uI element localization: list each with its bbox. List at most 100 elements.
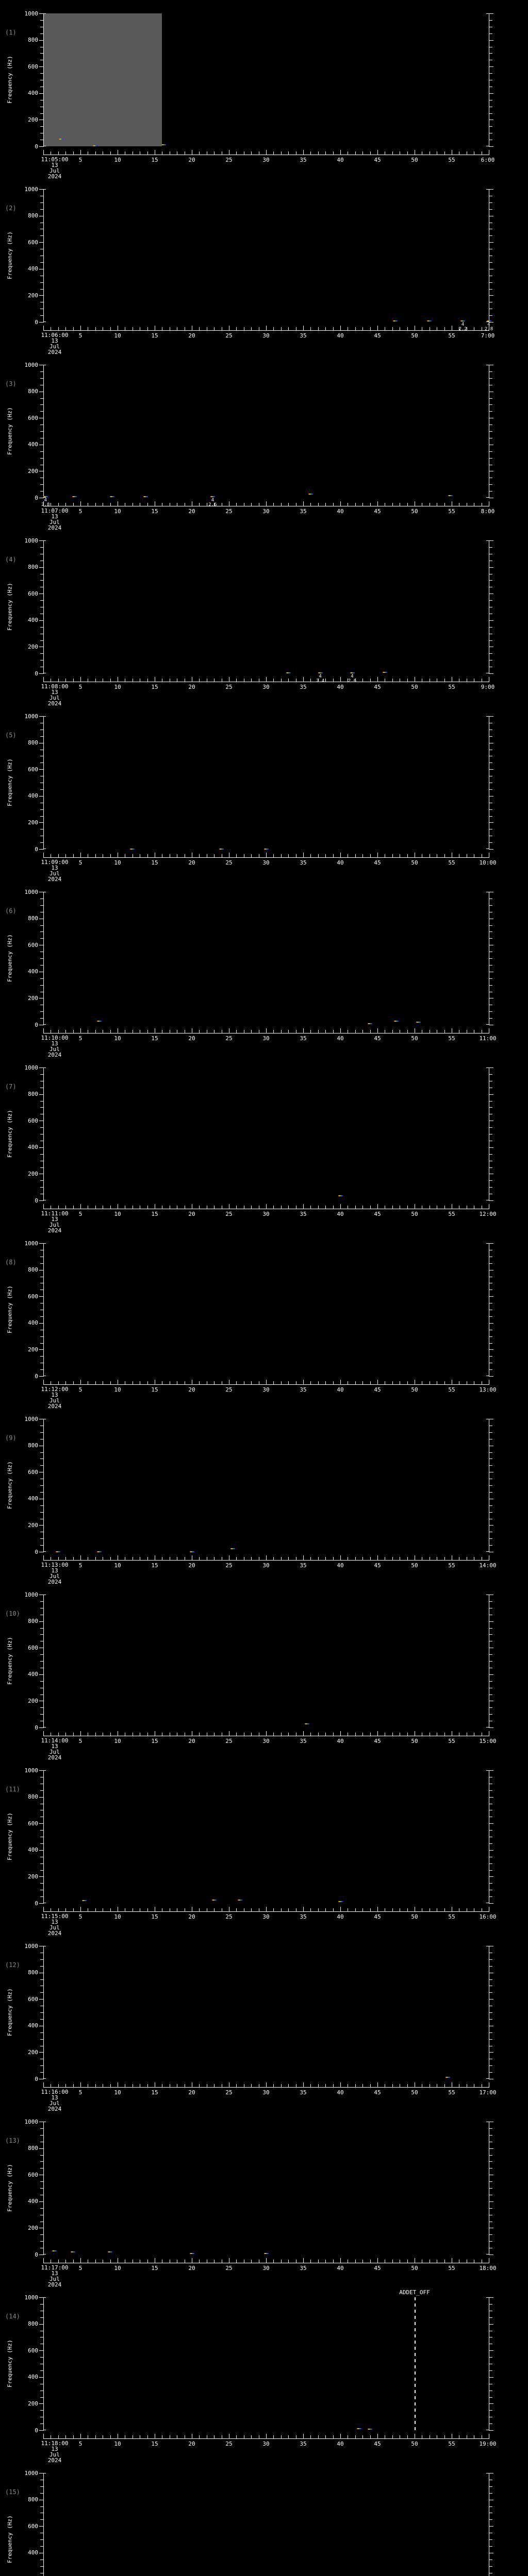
x-tick-label: 20 [188, 1386, 195, 1393]
y-tick-label: 200 [28, 2224, 38, 2231]
event-vline [415, 2297, 416, 2430]
x-axis [43, 1380, 489, 1385]
detection-marker [368, 2429, 373, 2430]
x-tick-label: 20 [188, 684, 195, 690]
x-tick-label: 20 [188, 1035, 195, 1042]
x-tick-label: 35 [300, 2089, 307, 2096]
x-tick-label: 10 [114, 2265, 121, 2272]
x-axis [43, 2434, 489, 2439]
detection-marker [93, 145, 98, 146]
y-tick-label: 200 [28, 467, 38, 474]
y-tick-label: 800 [28, 388, 38, 395]
y-axis-left [39, 2473, 46, 2576]
x-tick-label: 25 [225, 1386, 233, 1393]
x-axis-start-label: 11:07:00 13 Jul 2024 [41, 507, 69, 531]
x-tick-label: 5 [78, 2441, 82, 2447]
x-axis-start-label: 11:11:00 13 Jul 2024 [41, 1210, 69, 1234]
x-tick-label: 40 [337, 684, 344, 690]
detection-marker [393, 320, 398, 322]
x-tick-label: 40 [337, 1211, 344, 1217]
x-tick-label: 55 [448, 1035, 455, 1042]
detection-marker [427, 320, 432, 322]
detection-marker [382, 672, 387, 673]
x-tick-label: 10 [114, 1386, 121, 1393]
y-tick-label: 400 [28, 1144, 38, 1151]
x-tick-label: 45 [374, 2441, 381, 2447]
x-tick-label: 55 [448, 1386, 455, 1393]
detection-marker [263, 848, 269, 850]
x-tick-label: 55 [448, 1913, 455, 1920]
detection-marker [318, 672, 323, 673]
y-tick-label: 800 [28, 2320, 38, 2328]
x-tick-label: 10 [114, 684, 121, 690]
y-tick-label: 200 [28, 2048, 38, 2056]
y-tick-label: 200 [28, 116, 38, 123]
y-tick-label: 800 [28, 1442, 38, 1449]
panel-11: 0 200 400 600 800 1000 Frequency (Hz) (11) 11:15… [0, 1757, 528, 1937]
y-tick-label: 0 [35, 1021, 38, 1028]
x-tick-label: 15 [151, 1738, 158, 1744]
x-tick-label: 5 [78, 1913, 82, 1920]
detection-marker [368, 1023, 373, 1024]
x-tick-label: 15 [151, 1035, 158, 1042]
y-tick-label: 200 [28, 819, 38, 826]
y-axis-left [39, 2297, 46, 2431]
y-tick-label: 1000 [24, 1591, 39, 1598]
x-tick-label: 45 [374, 332, 381, 339]
panel-number: (11) [5, 1786, 20, 1793]
panel-number: (2) [5, 205, 16, 212]
x-tick-label: 25 [225, 684, 233, 690]
x-tick-label: 10 [114, 1035, 121, 1042]
x-axis [43, 853, 489, 858]
panel-number: (13) [5, 2137, 20, 2144]
x-tick-label: 40 [337, 859, 344, 866]
detection-marker [96, 1551, 102, 1552]
x-tick-label: 25 [225, 1562, 233, 1569]
detection-marker [161, 144, 166, 146]
y-tick-label: 800 [28, 37, 38, 44]
x-tick-label: 20 [188, 157, 195, 163]
x-tick-label: 15 [151, 1211, 158, 1217]
panel-number: (14) [5, 2313, 20, 2320]
x-axis-start-label: 11:10:00 13 Jul 2024 [41, 1035, 69, 1058]
panel-number: (15) [5, 2488, 20, 2496]
detection-marker [416, 1022, 421, 1023]
x-tick-label: 10 [114, 859, 121, 866]
x-tick-label: 30 [262, 1035, 270, 1042]
panel-12: 0 200 400 600 800 1000 Frequency (Hz) (12) 11:16… [0, 1933, 528, 2112]
x-axis-end-label: 8:00 [481, 508, 495, 515]
y-tick-label: 600 [28, 1995, 38, 2003]
x-tick-label: 5 [78, 2089, 82, 2096]
x-tick-label: 25 [225, 1913, 233, 1920]
x-tick-label: 20 [188, 1562, 195, 1569]
y-tick-label: 0 [35, 1372, 38, 1380]
x-tick-label: 55 [448, 332, 455, 339]
x-tick-label: 20 [188, 1738, 195, 1744]
y-tick-label: 600 [28, 2522, 38, 2530]
x-tick-label: 50 [411, 859, 418, 866]
x-axis-start-label: 11:15:00 13 Jul 2024 [41, 1913, 69, 1937]
detection-marker [43, 496, 48, 498]
x-tick-label: 45 [374, 1738, 381, 1744]
x-tick-label: 30 [262, 1386, 270, 1393]
y-tick-label: 600 [28, 239, 38, 246]
detection-marker [189, 2253, 194, 2255]
x-tick-label: 10 [114, 508, 121, 515]
x-tick-label: 35 [300, 157, 307, 163]
detection-marker [219, 848, 224, 850]
y-tick-label: 800 [28, 2145, 38, 2152]
detection-marker [263, 2253, 269, 2255]
x-tick-label: 50 [411, 684, 418, 690]
y-axis-left [39, 1419, 46, 1552]
x-tick-label: 55 [448, 684, 455, 690]
x-tick-label: 5 [78, 1738, 82, 1744]
y-tick-label: 0 [35, 494, 38, 501]
x-tick-label: 10 [114, 1211, 121, 1217]
x-tick-label: 15 [151, 684, 158, 690]
x-tick-label: 40 [337, 2089, 344, 2096]
x-axis [43, 1907, 489, 1912]
y-tick-label: 0 [35, 1197, 38, 1204]
y-tick-label: 400 [28, 2549, 38, 2556]
x-tick-label: 50 [411, 508, 418, 515]
x-tick-label: 30 [262, 1913, 270, 1920]
